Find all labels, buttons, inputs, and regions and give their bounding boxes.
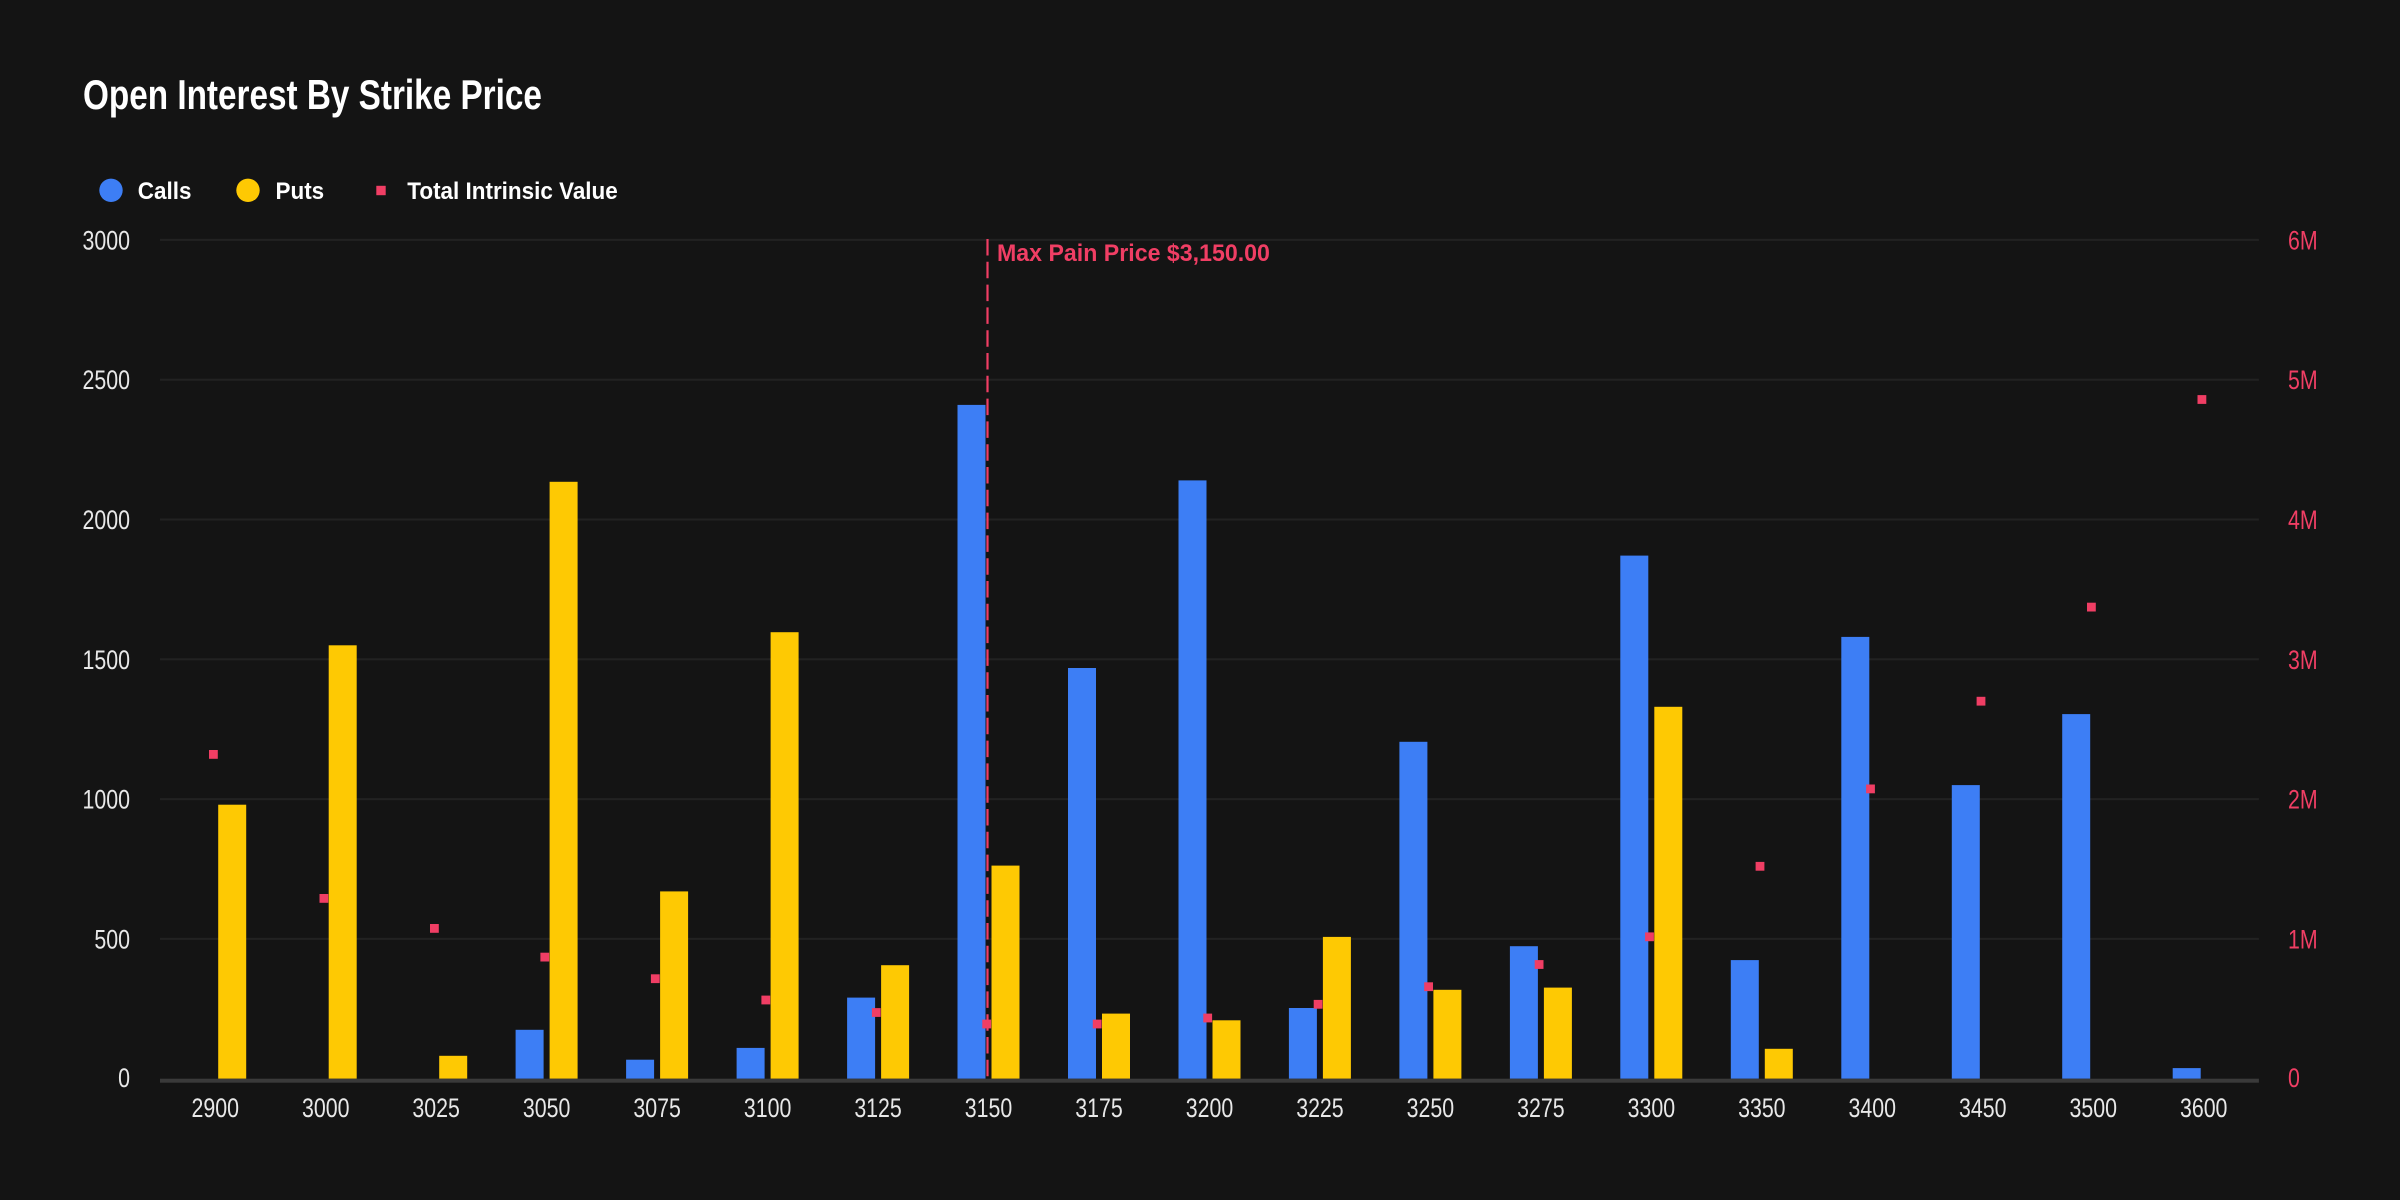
svg-text:3M: 3M — [2288, 646, 2318, 676]
svg-text:3000: 3000 — [302, 1094, 349, 1124]
svg-text:3300: 3300 — [1628, 1094, 1675, 1124]
svg-text:Calls: Calls — [138, 178, 192, 205]
svg-text:0: 0 — [2288, 1064, 2300, 1094]
svg-text:2900: 2900 — [191, 1094, 238, 1124]
svg-text:Max Pain Price $3,150.00: Max Pain Price $3,150.00 — [997, 240, 1270, 266]
svg-text:3150: 3150 — [965, 1094, 1012, 1124]
svg-text:3500: 3500 — [2069, 1094, 2116, 1124]
svg-text:500: 500 — [94, 925, 130, 955]
svg-text:3100: 3100 — [744, 1094, 791, 1124]
svg-text:1000: 1000 — [83, 785, 130, 815]
svg-text:2M: 2M — [2288, 785, 2318, 815]
svg-text:Total Intrinsic Value: Total Intrinsic Value — [407, 178, 618, 205]
svg-text:4M: 4M — [2288, 506, 2318, 536]
svg-text:Open Interest By Strike Price: Open Interest By Strike Price — [83, 72, 542, 119]
svg-text:3400: 3400 — [1849, 1094, 1896, 1124]
svg-text:3125: 3125 — [854, 1094, 901, 1124]
svg-text:3175: 3175 — [1075, 1094, 1122, 1124]
svg-text:3225: 3225 — [1296, 1094, 1343, 1124]
svg-text:0: 0 — [118, 1064, 130, 1094]
svg-text:5M: 5M — [2288, 366, 2318, 396]
svg-text:3250: 3250 — [1407, 1094, 1454, 1124]
svg-text:3000: 3000 — [83, 226, 130, 256]
svg-text:3275: 3275 — [1517, 1094, 1564, 1124]
svg-text:1M: 1M — [2288, 925, 2318, 955]
svg-text:Puts: Puts — [276, 178, 325, 205]
svg-text:3075: 3075 — [633, 1094, 680, 1124]
svg-text:3350: 3350 — [1738, 1094, 1785, 1124]
svg-text:3050: 3050 — [523, 1094, 570, 1124]
svg-text:3025: 3025 — [412, 1094, 459, 1124]
svg-text:6M: 6M — [2288, 226, 2318, 256]
svg-text:2000: 2000 — [83, 506, 130, 536]
svg-text:3600: 3600 — [2180, 1094, 2227, 1124]
svg-text:1500: 1500 — [83, 646, 130, 676]
svg-text:2500: 2500 — [83, 366, 130, 396]
svg-text:3200: 3200 — [1186, 1094, 1233, 1124]
svg-text:3450: 3450 — [1959, 1094, 2006, 1124]
